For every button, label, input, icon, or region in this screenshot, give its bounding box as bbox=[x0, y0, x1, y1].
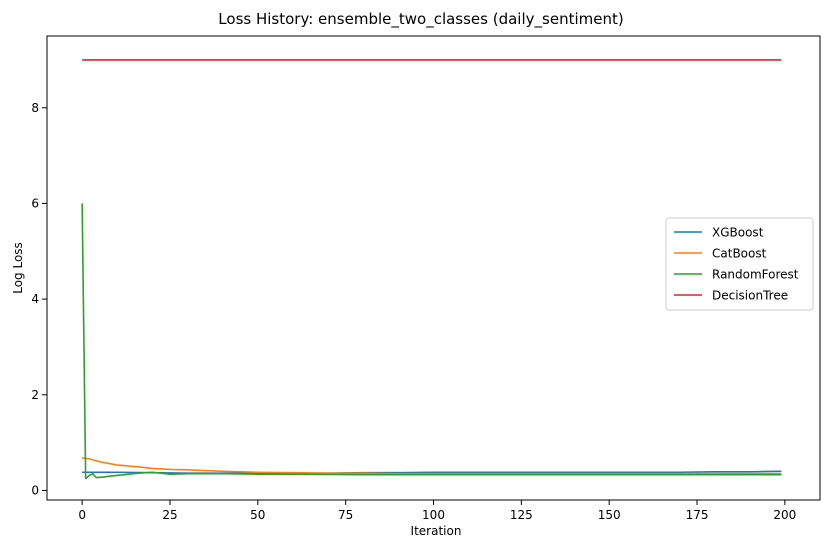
x-tick-label: 175 bbox=[686, 508, 709, 522]
legend-label: DecisionTree bbox=[712, 289, 788, 303]
y-tick-label: 0 bbox=[31, 483, 39, 497]
x-tick-label: 100 bbox=[422, 508, 445, 522]
y-tick-label: 2 bbox=[31, 388, 39, 402]
x-tick-label: 75 bbox=[338, 508, 353, 522]
legend-label: XGBoost bbox=[712, 226, 764, 240]
x-axis-label: Iteration bbox=[411, 524, 462, 538]
legend-label: CatBoost bbox=[712, 247, 767, 261]
x-tick-label: 200 bbox=[773, 508, 796, 522]
x-tick-label: 125 bbox=[510, 508, 533, 522]
legend: XGBoost CatBoost RandomForest DecisionTree bbox=[665, 217, 814, 311]
x-tick-label: 0 bbox=[78, 508, 86, 522]
x-tick-label: 25 bbox=[162, 508, 177, 522]
legend-label: RandomForest bbox=[712, 268, 799, 282]
y-tick-label: 4 bbox=[31, 292, 39, 306]
x-tick-label: 150 bbox=[598, 508, 621, 522]
y-tick-label: 8 bbox=[31, 101, 39, 115]
y-tick-label: 6 bbox=[31, 196, 39, 210]
x-tick-label: 50 bbox=[250, 508, 265, 522]
y-axis: 0 2 4 6 8 bbox=[31, 101, 47, 497]
chart-title: Loss History: ensemble_two_classes (dail… bbox=[218, 10, 623, 29]
legend-box bbox=[665, 217, 814, 311]
y-axis-label: Log Loss bbox=[11, 242, 25, 294]
series-line-catboost bbox=[82, 457, 782, 475]
series-line-randomforest bbox=[81, 203, 782, 480]
plot-area bbox=[81, 59, 782, 480]
x-axis: 0 25 50 75 100 125 150 175 200 bbox=[78, 500, 796, 522]
